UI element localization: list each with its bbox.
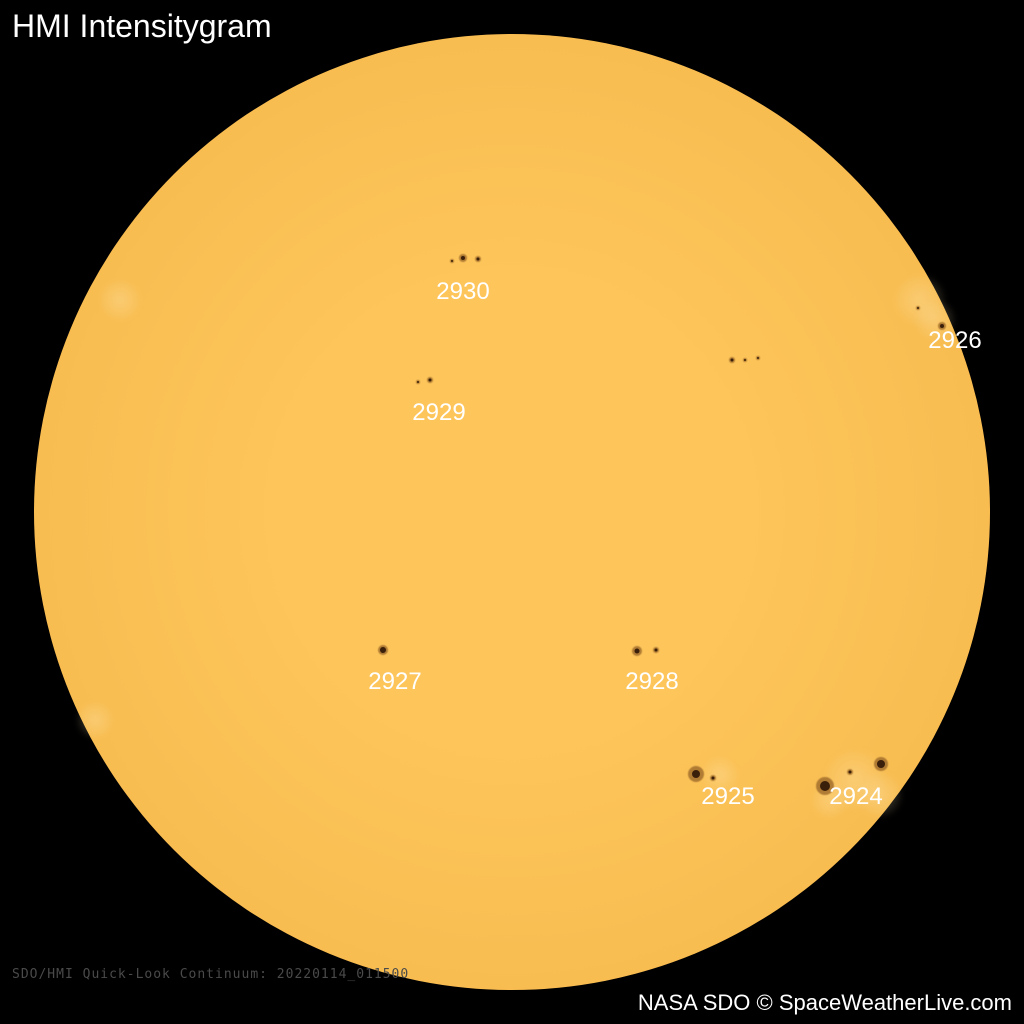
- page-title: HMI Intensitygram: [12, 8, 272, 45]
- meta-timestamp: SDO/HMI Quick-Look Continuum: 20220114_0…: [12, 967, 409, 982]
- region-label-2930: 2930: [436, 278, 489, 306]
- sunspot-umbra: [461, 256, 465, 260]
- sunspot-umbra: [692, 770, 700, 778]
- sunspot-umbra: [849, 771, 852, 774]
- sunspot-umbra: [744, 359, 746, 361]
- sunspot-umbra: [757, 357, 759, 359]
- facula: [100, 280, 140, 320]
- sunspot-umbra: [380, 647, 386, 653]
- sunspot-umbra: [429, 379, 432, 382]
- region-label-2928: 2928: [625, 668, 678, 696]
- solar-disk: [34, 34, 990, 990]
- facula: [77, 702, 113, 738]
- region-label-2924: 2924: [829, 783, 882, 811]
- sunspot-umbra: [635, 649, 640, 654]
- region-label-2925: 2925: [701, 783, 754, 811]
- sunspot-umbra: [655, 649, 658, 652]
- sunspot-umbra: [417, 381, 419, 383]
- sunspot-umbra: [477, 258, 480, 261]
- credit-label: NASA SDO © SpaceWeatherLive.com: [638, 990, 1012, 1016]
- sunspot-umbra: [917, 307, 919, 309]
- region-label-2926: 2926: [928, 327, 981, 355]
- region-label-2929: 2929: [412, 399, 465, 427]
- sunspot-umbra: [451, 260, 453, 262]
- sunspot-umbra: [877, 760, 885, 768]
- region-label-2927: 2927: [368, 668, 421, 696]
- sunspot-umbra: [731, 359, 734, 362]
- sunspot-umbra: [712, 777, 715, 780]
